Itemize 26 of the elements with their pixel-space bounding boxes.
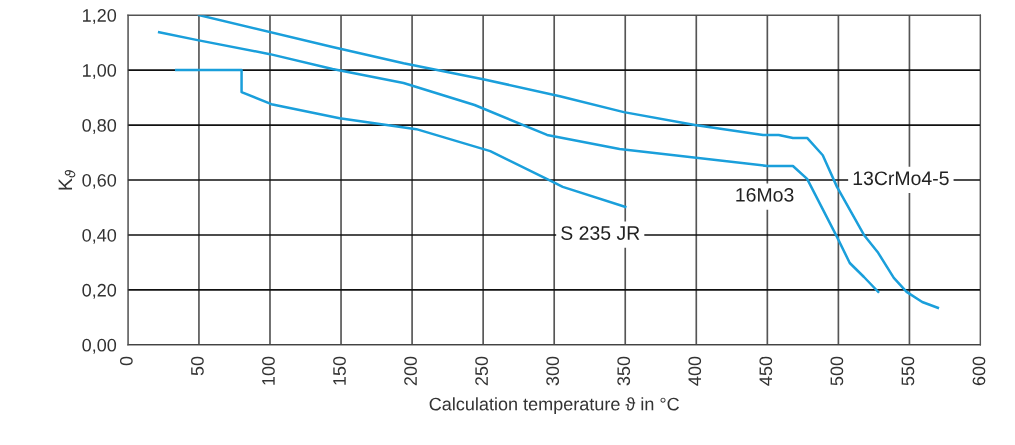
x-tick-label: 350: [617, 356, 631, 386]
line-series: [174, 68, 627, 209]
x-tick-label: 400: [688, 356, 702, 386]
x-tick-label: 100: [262, 356, 275, 385]
x-tick-label: 150: [333, 356, 346, 385]
x-tick-label: 500: [830, 356, 844, 386]
x-tick-label: 450: [759, 356, 773, 386]
x-tick-label: 550: [901, 356, 915, 386]
y-tick-label: 0,00: [82, 338, 117, 354]
y-tick-label: 1,00: [83, 64, 117, 79]
x-tick-label: 200: [404, 356, 417, 386]
x-tick-label: 0: [119, 356, 133, 366]
series-label: S 235 JR: [561, 226, 640, 240]
x-tick-label: 300: [546, 356, 560, 386]
y-tick-label: 0,20: [82, 283, 117, 299]
y-tick-label: 1,20: [83, 9, 117, 24]
x-axis-title: Calculation temperature ϑ in °C: [429, 397, 679, 415]
x-tick-label: 250: [475, 356, 488, 386]
series-label: 13CrMo4-5: [853, 171, 949, 186]
y-tick-label: 0,60: [82, 173, 117, 189]
y-axis-title: K$_{ϑ}$: [58, 170, 76, 190]
y-tick-label: 0,40: [82, 228, 117, 244]
x-tick-label: 50: [191, 356, 204, 376]
x-tick-label: 600: [972, 356, 986, 386]
y-tick-label: 0,80: [82, 118, 117, 134]
series-label: 16Mo3: [736, 187, 794, 202]
